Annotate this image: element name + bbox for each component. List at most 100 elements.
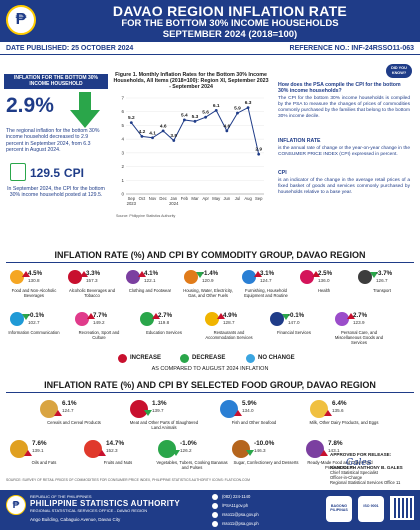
food-item: 6.4% 135.6 Milk, Other Dairy Products, and… xyxy=(310,400,378,436)
commodity-icon xyxy=(242,270,256,284)
data-label: 6.3 xyxy=(245,100,252,106)
commodity-item: 4.1% 122.1 Clothing and Footwear xyxy=(124,270,176,314)
increase-arrow-icon xyxy=(152,313,160,319)
food-cpi: 139.1 xyxy=(32,448,44,453)
email-icon xyxy=(212,512,218,518)
x-tick-label: May xyxy=(212,196,221,201)
bagong-pilipinas-logo: BAGONG PILIPINAS xyxy=(326,496,352,522)
comparison-note: AS COMPARED TO AUGUST 2024 INFLATION xyxy=(151,366,269,372)
commodity-rate: -3.7% xyxy=(376,270,393,277)
commodity-cpi: 149.2 xyxy=(93,320,105,325)
food-name: Fruits and Nuts xyxy=(103,460,133,465)
food-cpi: 135.6 xyxy=(332,408,344,413)
food-cpi: 152.3 xyxy=(106,448,118,453)
food-icon xyxy=(130,400,148,418)
data-label: 3.9 xyxy=(170,133,177,139)
data-point xyxy=(151,136,154,140)
data-point xyxy=(182,118,186,122)
footer-office: REGIONAL STATISTICAL SERVICES OFFICE - D… xyxy=(30,508,148,513)
food-name: Cereals and Cereal Products xyxy=(47,420,101,425)
commodity-name: Financial Services xyxy=(277,330,311,335)
increase-legend-label: INCREASE xyxy=(130,355,162,361)
page-title: DAVAO REGION INFLATION RATE xyxy=(112,3,348,19)
x-tick-label: Mar xyxy=(191,196,199,201)
increase-arrow-icon xyxy=(98,450,106,456)
commodity-name: Transport xyxy=(373,288,391,293)
footer-email-2[interactable]: rsso11@psa.gov.ph xyxy=(222,521,259,526)
info-answer: The CPI for the bottom 30% income househ… xyxy=(278,96,410,119)
divider xyxy=(6,262,414,263)
y-tick-label: 5 xyxy=(121,123,124,128)
cpi-value: 129.5 CPI xyxy=(30,164,84,180)
commodity-icon xyxy=(126,270,140,284)
meta-bar: DATE PUBLISHED: 25 OCTOBER 2024 REFERENC… xyxy=(0,42,420,55)
commodity-icon xyxy=(270,312,284,326)
increase-arrow-icon xyxy=(54,410,62,416)
commodity-rate: 3.3% xyxy=(86,270,101,277)
decrease-arrow-icon xyxy=(282,314,290,320)
commodity-rate: -1.4% xyxy=(202,270,219,277)
food-rate: 7.8% xyxy=(328,440,343,447)
food-name: Fish and Other Seafood xyxy=(231,420,277,425)
data-label: 5.4 xyxy=(181,112,188,118)
commodity-name: Information Communication xyxy=(8,330,60,335)
commodity-rate: 2.5% xyxy=(318,270,333,277)
food-cpi: 143.1 xyxy=(328,448,340,453)
footer-email-1[interactable]: rsso11@psa.gov.ph xyxy=(222,512,259,517)
cpi-number: 129.5 xyxy=(30,166,61,180)
commodity-item: -0.1% 147.0 Financial Services xyxy=(268,312,320,356)
footer-phone[interactable]: (082) 224-1140 xyxy=(222,494,251,499)
commodity-name: Health xyxy=(317,288,331,293)
approval-label: APPROVED FOR RELEASE: xyxy=(330,452,392,457)
y-tick-label: 1 xyxy=(121,178,124,183)
commodity-icon xyxy=(205,312,219,326)
food-cpi: 134.0 xyxy=(242,408,254,413)
footer-psa: PHILIPPINE STATISTICS AUTHORITY xyxy=(30,499,181,508)
facebook-icon xyxy=(212,503,218,509)
commodity-cpi: 119.8 xyxy=(158,320,170,325)
food-rate: 1.3% xyxy=(152,400,167,407)
x-tick-label: Aug xyxy=(244,196,252,201)
chart-svg: 012345675.2Sep20234.2Oct4.1Nov4.6Dec3.9J… xyxy=(121,96,264,206)
data-point xyxy=(204,115,208,119)
food-icon xyxy=(232,440,250,458)
no-change-legend-icon xyxy=(246,354,255,363)
date-published: DATE PUBLISHED: 25 OCTOBER 2024 xyxy=(6,45,134,52)
peso-logo-icon: ₱ xyxy=(6,5,36,35)
source-note: SOURCE: SURVEY OF RETAIL PRICES OF COMMO… xyxy=(6,478,250,482)
commodity-rate: 4.9% xyxy=(223,312,238,319)
increase-arrow-icon xyxy=(320,450,328,456)
commodity-cpi: 120.9 xyxy=(202,278,214,283)
increase-arrow-icon xyxy=(24,450,32,456)
commodity-icon xyxy=(335,312,349,326)
reference-number: REFERENCE NO.: INF-24RSSO11-063 xyxy=(289,45,414,52)
food-section-title: INFLATION RATE (%) AND CPI BY SELECTED F… xyxy=(44,380,376,390)
page-subtitle: FOR THE BOTTOM 30% INCOME HOUSEHOLDS xyxy=(121,18,339,29)
commodity-item: 2.5% 136.0 Health xyxy=(298,270,350,314)
y-tick-label: 2 xyxy=(121,164,124,169)
commodity-name: Education Services xyxy=(146,330,182,335)
food-item: 5.9% 134.0 Fish and Other Seafood xyxy=(220,400,288,436)
x-tick-label: Oct xyxy=(139,196,146,201)
psa-logo-icon: ₱ xyxy=(6,495,26,515)
commodity-icon xyxy=(358,270,372,284)
approver-position-1: Chief Statistical Specialist xyxy=(330,470,378,475)
no-change-legend-label: NO CHANGE xyxy=(258,355,295,361)
y-tick-label: 0 xyxy=(121,192,124,197)
web-icon xyxy=(212,521,218,527)
commodity-cpi: 157.3 xyxy=(86,278,98,283)
commodity-name: Clothing and Footwear xyxy=(128,288,172,293)
decrease-arrow-icon xyxy=(22,314,30,320)
food-rate: -10.0% xyxy=(254,440,275,447)
commodity-name: Alcoholic Beverages and Tobacco xyxy=(68,288,116,298)
decrease-arrow-icon xyxy=(144,410,152,416)
x-tick-label: 2023 xyxy=(127,201,137,206)
data-point xyxy=(140,135,144,138)
data-label: 4.6 xyxy=(224,123,231,129)
data-label: 4.1 xyxy=(149,130,156,136)
data-point xyxy=(246,106,250,109)
food-item: 6.1% 124.7 Cereals and Cereal Products xyxy=(40,400,108,436)
increase-arrow-icon xyxy=(347,313,355,319)
data-label: 4.2 xyxy=(139,129,146,135)
footer-facebook[interactable]: /PSA11gov.ph xyxy=(222,503,249,508)
